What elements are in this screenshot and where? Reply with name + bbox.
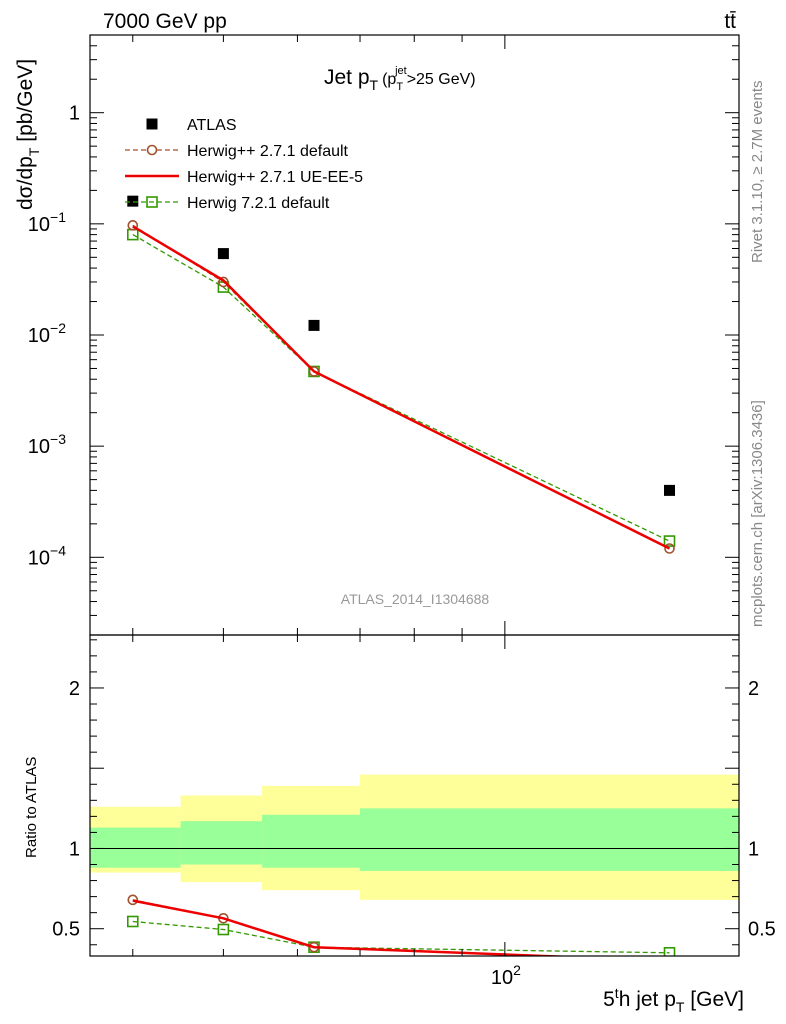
x-tick-label-0: 102 — [491, 962, 521, 989]
main-atlas-point-3 — [664, 484, 676, 496]
ratio-herwig-7-2-1-default-point-3 — [663, 946, 676, 956]
process-label: tt̄ — [724, 10, 736, 33]
stat-uncertainty-band-1 — [180, 821, 263, 865]
x-axis-label: 5th jet pT [GeV] — [603, 985, 744, 1015]
main-y-tick-label-1: 10−1 — [28, 209, 66, 236]
analysis-label: ATLAS_2014_I1304688 — [341, 591, 490, 607]
ratio-y-tick-label-0: 0.5 — [52, 919, 80, 941]
main-herwig-7-2-1-default-point-3 — [663, 535, 676, 547]
ratio-herwig-2-7-1-default-point-0 — [127, 894, 139, 906]
main-herwig-2-7-1-ue-ee-5-line — [132, 225, 671, 550]
main-atlas-point-0 — [127, 195, 139, 207]
main-panel: 1 10−1 10−2 10−3 10−4 — [28, 34, 740, 636]
main-y-tick-label-4: 10−4 — [28, 542, 66, 569]
ratio-herwig-7-2-1-default-point-1 — [217, 923, 230, 936]
stat-uncertainty-band-3 — [360, 808, 739, 871]
main-herwig-2-7-1-default-point-2 — [308, 366, 320, 377]
main-y-tick-label-0: 1 — [69, 103, 80, 125]
ratio-panel: 0.5 0.5 1 1 2 2 102 — [52, 634, 776, 989]
main-y-tick-label-3: 10−3 — [28, 431, 66, 458]
ratio-herwig-2-7-1-ue-ee-5-line — [132, 899, 577, 956]
main-herwig-2-7-1-default-point-1 — [218, 276, 229, 288]
rivet-label: Rivet 3.1.10, ≥ 2.7M events — [749, 81, 766, 264]
ratio-herwig-2-7-1-default-point-3 — [667, 955, 672, 956]
main-atlas-point-2 — [308, 319, 320, 331]
ratio-plot-area — [90, 774, 739, 956]
legend-label-herwig-2-7-1-ue-ee-5: Herwig++ 2.7.1 UE-EE-5 — [187, 169, 363, 186]
ratio-y-tick-label-right-0: 0.5 — [748, 919, 776, 941]
energy-label: 7000 GeV pp — [103, 10, 227, 33]
main-herwig-2-7-1-default-point-3 — [664, 543, 675, 554]
main-herwig-7-2-1-default-line — [132, 234, 670, 542]
ratio-herwig-7-2-1-default-line — [132, 920, 670, 954]
main-herwig-7-2-1-default-point-0 — [126, 228, 139, 241]
main-atlas-point-1 — [217, 248, 229, 260]
ratio-y-axis-label: Ratio to ATLAS — [23, 757, 40, 858]
main-plot-title: Jet pT (pTjet>25 GeV) — [324, 65, 476, 93]
ratio-herwig-7-2-1-default-point-0 — [126, 915, 139, 928]
main-herwig-2-7-1-default-point-0 — [127, 220, 139, 231]
legend: ATLAS Herwig++ 2.7.1 default Herwig++ 2.7.… — [125, 117, 363, 212]
legend-marker-atlas — [146, 118, 158, 130]
stat-uncertainty-band-2 — [262, 814, 361, 868]
main-y-axis-label: dσ/dpT [pb/GeV] — [14, 59, 42, 210]
legend-label-herwig-2-7-1-default: Herwig++ 2.7.1 default — [187, 143, 349, 160]
ratio-y-tick-label-1: 1 — [69, 838, 80, 860]
legend-label-herwig-7-2-1-default: Herwig 7.2.1 default — [187, 195, 330, 212]
legend-marker-herwig-2-7-1-default — [146, 144, 158, 156]
legend-marker-herwig-7-2-1-default — [146, 196, 158, 208]
stat-uncertainty-band-0 — [90, 827, 181, 868]
legend-label-atlas: ATLAS — [187, 117, 237, 134]
mcplots-label: mcplots.cern.ch [arXiv:1306.3436] — [749, 400, 766, 627]
main-y-tick-label-2: 10−2 — [28, 320, 66, 347]
ratio-y-tick-label-2: 2 — [69, 678, 80, 700]
ratio-y-tick-label-right-2: 2 — [748, 678, 759, 700]
ratio-y-tick-label-right-1: 1 — [748, 838, 759, 860]
